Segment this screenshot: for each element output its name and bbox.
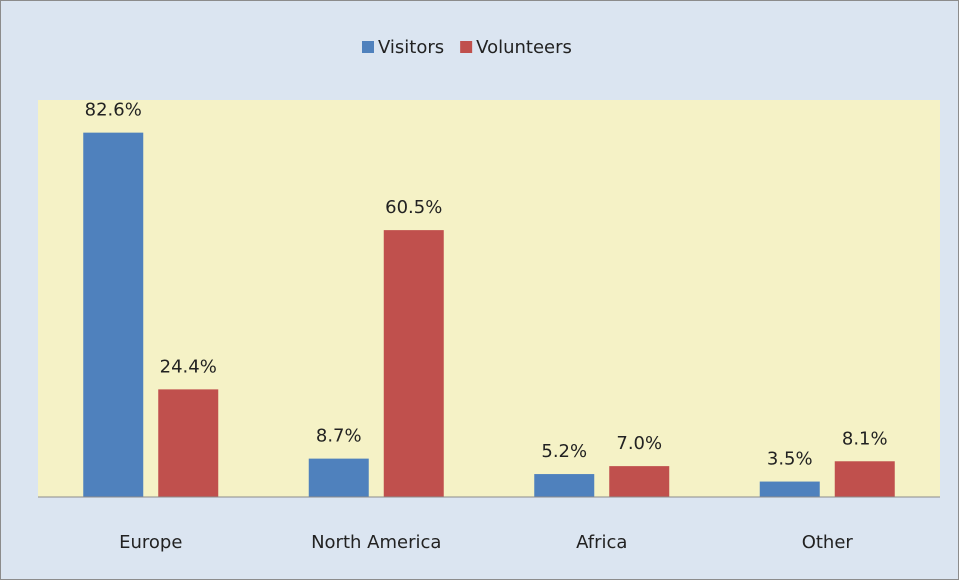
x-tick-label: Africa <box>576 532 627 553</box>
bar <box>534 474 595 497</box>
bar <box>158 389 219 497</box>
data-label: 60.5% <box>385 197 442 218</box>
bar <box>308 458 369 497</box>
data-label: 3.5% <box>767 449 813 470</box>
legend-swatch <box>362 41 374 53</box>
data-label: 82.6% <box>85 100 142 121</box>
data-label: 5.2% <box>541 441 587 462</box>
bar <box>609 466 670 497</box>
legend-label: Volunteers <box>476 37 572 58</box>
bar <box>83 132 144 498</box>
legend-label: Visitors <box>378 37 444 58</box>
data-label: 8.1% <box>842 428 888 449</box>
legend-swatch <box>460 41 473 53</box>
x-tick-label: Other <box>802 532 854 553</box>
data-label: 7.0% <box>616 433 662 454</box>
bar <box>759 481 820 497</box>
data-label: 24.4% <box>160 356 217 377</box>
x-tick-label: North America <box>311 532 441 553</box>
bar <box>834 461 895 497</box>
x-tick-label: Europe <box>119 532 182 553</box>
bar <box>383 230 444 497</box>
data-label: 8.7% <box>316 426 362 447</box>
